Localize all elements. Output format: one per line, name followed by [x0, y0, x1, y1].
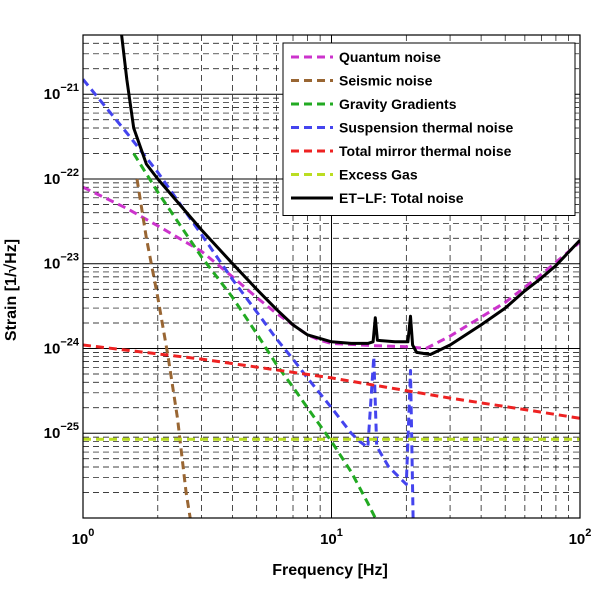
series-et-lf-total-noise-line: [120, 35, 580, 356]
series-total-mirror-thermal-noise-line: [83, 343, 580, 420]
legend: Quantum noise Seismic noise Gravity Gradie…: [282, 42, 576, 216]
y-tick-label: 10−25: [44, 421, 79, 442]
legend-label: Gravity Gradients: [339, 96, 457, 112]
series-layer: [83, 35, 580, 518]
x-tick-label: 101: [320, 527, 343, 548]
legend-label: Excess Gas: [339, 167, 418, 183]
x-tick-label: 102: [569, 527, 592, 548]
legend-label: Suspension thermal noise: [339, 120, 513, 136]
y-axis-label: Strain [1/√Hz]: [3, 239, 20, 341]
series-suspension-thermal-noise-line: [83, 78, 415, 518]
y-tick-label: 10−21: [44, 82, 79, 103]
series-seismic-noise-line: [135, 178, 192, 518]
plot-frame: [82, 34, 581, 519]
x-axis-label: Frequency [Hz]: [272, 562, 388, 579]
legend-label: Total mirror thermal noise: [339, 143, 512, 159]
tick-layer: 100 101 102 10−25 10−24 10−23 10−22 10−21: [44, 82, 592, 548]
y-tick-label: 10−22: [44, 167, 79, 188]
legend-label: Seismic noise: [339, 73, 433, 89]
series-gravity-gradients-line: [132, 152, 377, 518]
y-tick-label: 10−23: [44, 252, 79, 273]
x-tick-label: 100: [72, 527, 95, 548]
legend-label: Quantum noise: [339, 49, 441, 65]
legend-label: ET−LF: Total noise: [339, 190, 464, 206]
legend-box: [282, 42, 576, 216]
y-tick-label: 10−24: [44, 336, 80, 357]
frame-layer: [82, 34, 581, 519]
